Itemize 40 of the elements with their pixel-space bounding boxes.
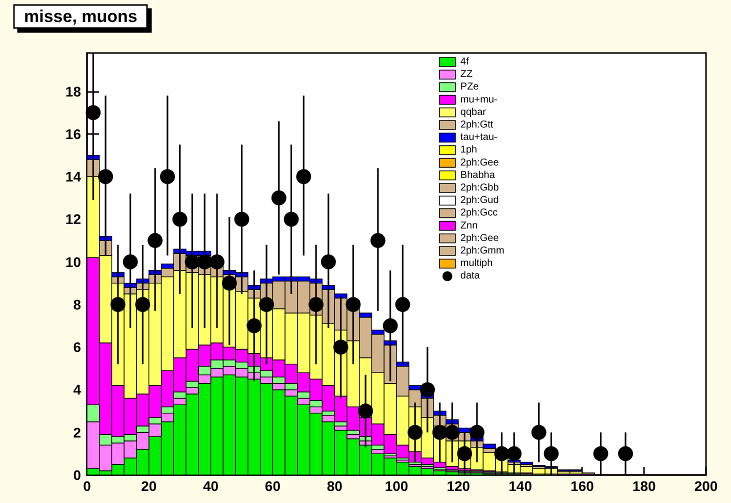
legend-label: 2ph:Gbb xyxy=(460,182,500,194)
y-tick-label: 8 xyxy=(73,296,82,312)
legend-label: ZZ xyxy=(460,69,473,80)
legend-label: multiph xyxy=(460,258,493,270)
y-tick-label: 6 xyxy=(73,339,82,356)
y-tick-label: 0 xyxy=(73,467,82,483)
x-tick-label: 140 xyxy=(508,478,532,494)
legend-label: 1ph xyxy=(460,144,478,156)
x-tick-label: 160 xyxy=(570,478,594,494)
chart-title: misse, muons xyxy=(24,7,138,26)
x-tick-label: 180 xyxy=(632,478,656,494)
legend-label: mu+mu- xyxy=(460,94,498,106)
x-tick-label: 120 xyxy=(446,478,470,494)
x-tick-label: 0 xyxy=(83,478,92,494)
y-tick-label: 10 xyxy=(65,254,82,270)
y-tick-label: 18 xyxy=(65,83,82,100)
legend-label: 2ph:Gee xyxy=(460,232,500,244)
legend-label: 2ph:Gtt xyxy=(460,120,494,130)
legend-label: data xyxy=(460,270,480,282)
legend-label: PZe xyxy=(460,82,480,93)
legend-label: Znn xyxy=(460,220,478,232)
x-tick-label: 40 xyxy=(203,478,219,494)
y-tick-label: 14 xyxy=(65,168,82,185)
legend-label: tau+tau- xyxy=(460,132,498,144)
y-tick-label: 16 xyxy=(65,126,82,142)
legend-label: 4f xyxy=(460,56,469,68)
y-tick-label: 12 xyxy=(65,211,82,228)
x-tick-label: 80 xyxy=(326,478,343,494)
y-tick-label: 4 xyxy=(73,382,82,398)
legend-label: qqbar xyxy=(460,106,487,118)
legend-label: 2ph:Gud xyxy=(460,195,499,206)
legend-label: 2ph:Gmm xyxy=(460,246,504,256)
legend-label: 2ph:Gcc xyxy=(460,208,498,219)
x-tick-label: 20 xyxy=(141,478,157,494)
legend-label: Bhabha xyxy=(460,170,496,181)
legend-label: 2ph:Gee xyxy=(460,157,500,168)
x-tick-label: 200 xyxy=(694,478,718,494)
x-tick-label: 100 xyxy=(384,478,408,494)
x-tick-label: 60 xyxy=(264,478,281,494)
y-tick-label: 2 xyxy=(73,424,82,440)
